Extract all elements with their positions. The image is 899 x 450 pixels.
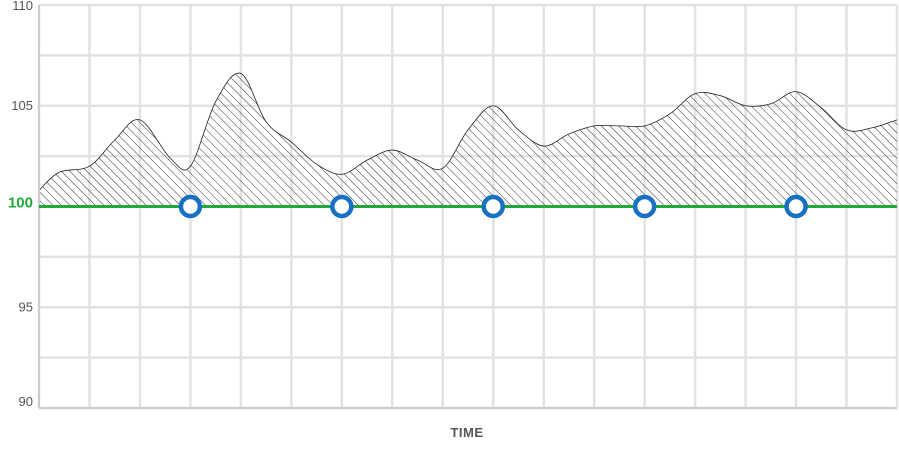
area-series	[39, 72, 897, 207]
area-fill	[39, 73, 897, 207]
y-tick-label: 90	[19, 394, 33, 409]
marker-point	[481, 194, 505, 219]
y-tick-label: 105	[11, 98, 33, 113]
markers	[178, 194, 808, 219]
y-tick-label: 95	[19, 299, 33, 314]
marker-point	[178, 194, 203, 219]
x-axis-label: TIME	[450, 425, 483, 440]
y-tick-label: 110	[12, 0, 33, 13]
y-tick-label-reference: 100	[8, 195, 33, 212]
marker-point	[784, 194, 808, 219]
marker-point	[632, 194, 657, 219]
marker-point	[330, 194, 354, 219]
area-line	[39, 72, 897, 191]
tick-labels: 110 105 100 95 90	[8, 0, 33, 409]
